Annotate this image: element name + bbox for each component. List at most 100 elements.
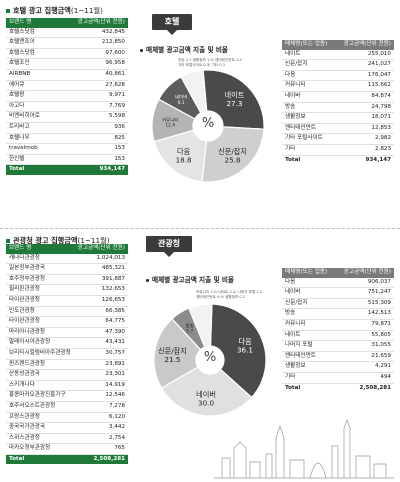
table-row: 에어큐 27,628 bbox=[6, 80, 128, 92]
slice-value: 36.1 bbox=[237, 346, 253, 355]
row-amount: 55,805 bbox=[335, 330, 394, 342]
row-name: 아고다 bbox=[6, 101, 56, 113]
row-amount: 153 bbox=[55, 143, 128, 155]
row-amount: 255,010 bbox=[335, 49, 394, 61]
row-name: 홍콩마카오관광진흥기구 bbox=[6, 390, 75, 402]
table-row: 호텔나우 825 bbox=[6, 133, 128, 145]
row-name: 비엔비히어로 bbox=[6, 111, 56, 123]
pie-slice bbox=[180, 69, 208, 114]
row-amount: 515,309 bbox=[335, 298, 394, 310]
row-amount: 153 bbox=[55, 154, 128, 166]
row-name: 호텔나우 bbox=[6, 133, 56, 145]
row-name: 기타 포털사이트 bbox=[282, 133, 336, 145]
row-name: 생활정보 bbox=[282, 112, 336, 124]
slice-value: 30.0 bbox=[198, 398, 214, 407]
table-row: 다음 906,037 bbox=[282, 277, 394, 289]
row-amount: 212,850 bbox=[55, 37, 128, 49]
row-name: 호텔왕 bbox=[6, 90, 56, 102]
table-row: 생활정보 4,291 bbox=[282, 361, 394, 373]
gov-brand-table: 브랜드 명 광고금액(단위 천원) 캐나다관광청 1,024,013 일본정부관광국… bbox=[6, 244, 128, 465]
table-row: 신문/잡지 241,027 bbox=[282, 59, 394, 71]
row-amount: 40,861 bbox=[55, 69, 128, 81]
percent-symbol: % bbox=[201, 116, 215, 131]
row-amount: 7,769 bbox=[55, 101, 128, 113]
row-amount: 115,662 bbox=[335, 80, 394, 92]
row-amount: 176,047 bbox=[335, 70, 394, 82]
gov-media-table: 매체명(또는 업종) 광고금액(단위 천원) 다음 906,037 네이버 751,2… bbox=[282, 268, 394, 394]
row-amount: 126,653 bbox=[74, 295, 128, 307]
table-row: 호텔조인 96,958 bbox=[6, 58, 128, 70]
table-row: 기타 494 bbox=[282, 372, 394, 384]
table-row: 방송 24,798 bbox=[282, 102, 394, 114]
row-amount: 7,278 bbox=[74, 401, 128, 413]
hotel-chart-title: 매체별 광고금액 지출 및 비율 bbox=[140, 44, 228, 54]
total-label: Total bbox=[6, 454, 75, 465]
row-name: 나머지 포털 bbox=[282, 340, 336, 352]
gov-pie-note: 커뮤니티 3.2/ 네이트 2.2/ 나머지 포털 1.2 엔터테인먼트 0.9… bbox=[196, 290, 262, 299]
row-amount: 936 bbox=[55, 122, 128, 134]
row-amount: 43,431 bbox=[74, 337, 128, 349]
table-row: 프랑스관광청 6,120 bbox=[6, 412, 128, 424]
slice-value: 12.4 bbox=[165, 123, 175, 129]
total-row: Total 2,508,281 bbox=[6, 454, 128, 465]
slice-value: 18.8 bbox=[176, 156, 192, 165]
table-row: travelmob 153 bbox=[6, 143, 128, 155]
row-name: 호텔스닷컴 bbox=[6, 27, 56, 39]
total-label: Total bbox=[282, 154, 336, 166]
table-row: 트리바고 936 bbox=[6, 122, 128, 134]
slice-label: 다음 bbox=[177, 147, 191, 156]
table-row: 호주서오스트관광청 7,278 bbox=[6, 401, 128, 413]
slice-value: 25.8 bbox=[225, 155, 241, 164]
row-name: 네이트 bbox=[282, 49, 336, 61]
row-name: 인도관광청 bbox=[6, 306, 75, 318]
table-row: AIRBNB 40,861 bbox=[6, 69, 128, 81]
table-header-row: 매체명(또는 업종) 광고금액(단위 천원) bbox=[282, 40, 394, 50]
row-name: travelmob bbox=[6, 143, 56, 155]
row-amount: 3,442 bbox=[74, 422, 128, 434]
row-amount: 494 bbox=[335, 372, 394, 384]
row-amount: 24,798 bbox=[335, 102, 394, 114]
row-name: 산동성관광국 bbox=[6, 369, 75, 381]
hotel-chart-title-text: 매체별 광고금액 지출 및 비율 bbox=[146, 46, 228, 54]
table-row: 일본정부관광국 485,321 bbox=[6, 263, 128, 275]
row-name: 호텔조인 bbox=[6, 58, 56, 70]
row-amount: 5,598 bbox=[55, 111, 128, 123]
table-row: 기타 포털사이트 2,982 bbox=[282, 133, 394, 145]
table-row: 커뮤니티 115,662 bbox=[282, 80, 394, 92]
table-row: 네이버 84,874 bbox=[282, 91, 394, 103]
gov-badge: 관광청 bbox=[146, 236, 192, 252]
hotel-brand-table: 브랜드 명 광고금액(단위 천원) 호텔스닷컴 432,845 호텔엔조이 212,8… bbox=[6, 18, 128, 175]
pie-note-line: 엔터테인먼트 0.9/ 생활정보 0.2 bbox=[196, 294, 246, 299]
row-name: 호텔스닷컴 bbox=[6, 48, 56, 60]
row-name: 네이버 bbox=[282, 91, 336, 103]
row-name: 중국국가관광국 bbox=[6, 422, 75, 434]
row-amount: 14,919 bbox=[74, 380, 128, 392]
table-row: 말레이시아관광청 43,431 bbox=[6, 337, 128, 349]
row-amount: 84,874 bbox=[335, 91, 394, 103]
row-name: 스위스관광청 bbox=[6, 433, 75, 445]
row-name: 트리바고 bbox=[6, 122, 56, 134]
row-name: 마카오정부관광청 bbox=[6, 443, 75, 455]
row-name: 기타 bbox=[282, 372, 336, 384]
row-name: 프랑스관광청 bbox=[6, 412, 75, 424]
total-amount: 934,147 bbox=[335, 154, 394, 166]
table-row: 인도관광청 66,385 bbox=[6, 306, 128, 318]
pie-slice bbox=[153, 317, 202, 389]
table-row: 호텔스닷컴 97,600 bbox=[6, 48, 128, 60]
row-name: 호텔엔조이 bbox=[6, 37, 56, 49]
row-amount: 2,982 bbox=[335, 133, 394, 145]
badge-pointer-icon bbox=[164, 252, 174, 257]
row-name: 방송 bbox=[282, 308, 336, 320]
row-amount: 97,600 bbox=[55, 48, 128, 60]
table-row: 한인텔 153 bbox=[6, 154, 128, 166]
pie-note-line: 기타 포털사이트 0.3/ 기타 0.3 bbox=[178, 62, 225, 67]
row-name: 에어큐 bbox=[6, 80, 56, 92]
table-row: 네이버 751,247 bbox=[282, 287, 394, 299]
row-name: 호주서오스트관광청 bbox=[6, 401, 75, 413]
row-amount: 142,513 bbox=[335, 308, 394, 320]
slice-label: 네이버 bbox=[175, 94, 187, 101]
row-name: 엔터테인먼트 bbox=[282, 351, 336, 363]
total-amount: 2,508,281 bbox=[335, 382, 394, 394]
table-row: 마리아나관광청 47,390 bbox=[6, 327, 128, 339]
total-row: Total 934,147 bbox=[6, 164, 128, 175]
